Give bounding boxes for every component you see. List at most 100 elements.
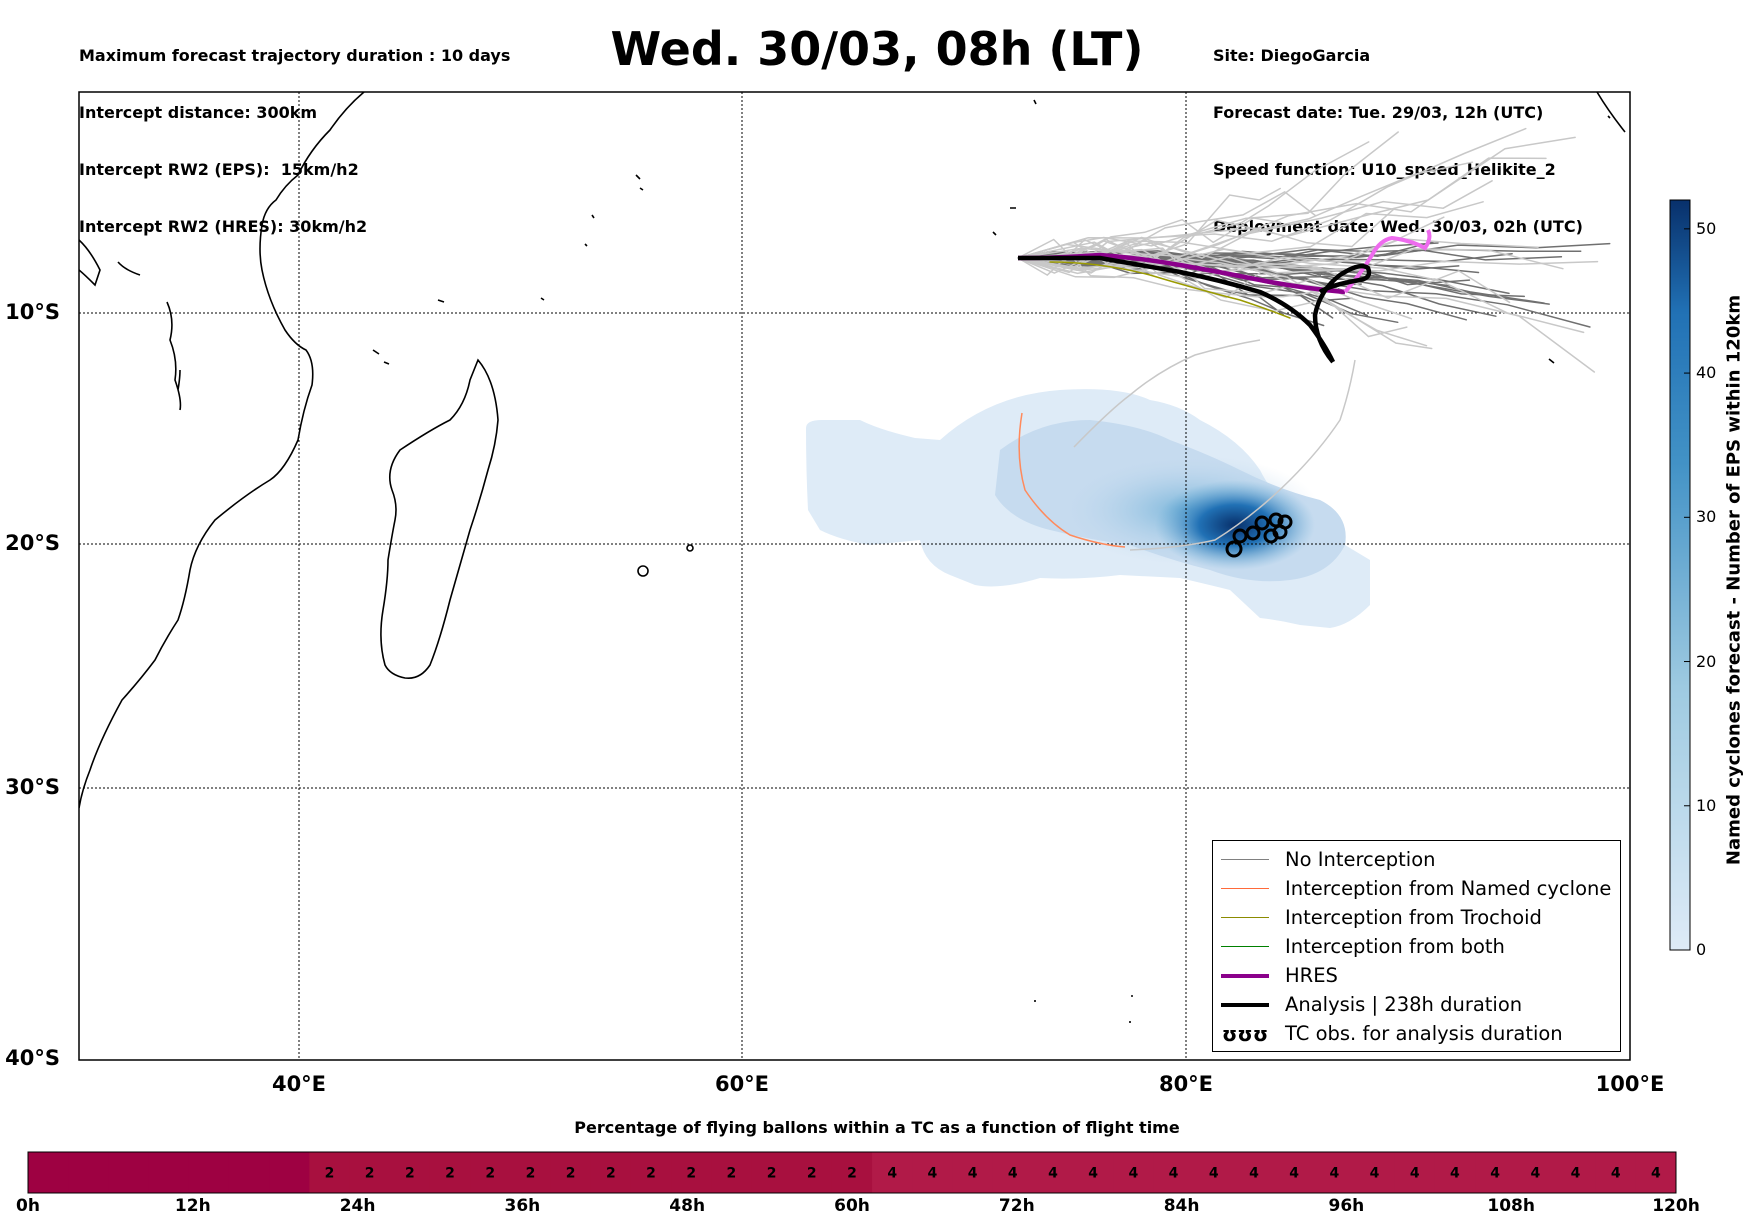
flight-bar-value: 2 [325,1166,335,1182]
flight-bar-value: 4 [887,1166,897,1182]
madagascar-coastline [380,358,499,680]
eps-track [1017,131,1399,259]
eps-track [1017,241,1428,347]
legend-swatch [1221,946,1269,947]
flight-bar-hour-label: 24h [339,1196,376,1216]
flight-bar-value: 4 [1370,1166,1380,1182]
flight-bar-hour-label: 72h [998,1196,1035,1216]
flight-bar-cell [711,1152,753,1193]
flight-bar-cell [1032,1152,1074,1193]
lon-label-100e: 100°E [1595,1072,1665,1096]
flight-bar-cell [188,1152,230,1193]
legend-obs-symbol: ʊʊʊ [1221,1021,1269,1046]
eps-track [1017,161,1474,259]
legend-label: TC obs. for analysis duration [1285,1022,1563,1045]
flight-bar-hour-label: 48h [669,1196,706,1216]
legend-swatch [1221,917,1269,918]
flight-bar-value: 4 [1611,1166,1621,1182]
flight-bar-cell [630,1152,672,1193]
flight-bar-title: Percentage of flying ballons within a TC… [574,1118,1180,1137]
tc-obs-marker [1225,540,1243,558]
flight-bar-value: 4 [1128,1166,1138,1182]
legend-item: HRES [1221,961,1338,990]
africa-coastline [79,92,365,809]
eps-track [1017,127,1527,259]
colorbar-tick-label: 30 [1696,507,1717,527]
flight-bar-cell [510,1152,552,1193]
flight-bar-hour-label: 120h [1652,1196,1700,1216]
legend-item: Interception from Named cyclone [1221,874,1611,903]
lat-label-30s: 30°S [5,775,60,799]
flight-bar-value: 2 [646,1166,656,1182]
island-reunion [686,544,694,552]
flight-bar-cell [470,1152,511,1193]
colorbar-tick-label: 0 [1696,940,1707,959]
flight-bar-value: 2 [767,1166,777,1182]
flight-bar-cell [912,1152,953,1193]
track-no-interception-south [1129,359,1356,551]
flight-bar-cell [1515,1152,1556,1193]
lon-label-40e: 40°E [271,1072,327,1096]
flight-bar-cell [1233,1152,1275,1193]
legend-item: ʊʊʊ TC obs. for analysis duration [1221,1019,1563,1048]
flight-bar-cell [68,1152,109,1193]
header-right-line-2: Forecast date: Tue. 29/03, 12h (UTC) [1213,103,1544,122]
coastlines [79,92,1626,1023]
flight-bar-value: 2 [405,1166,415,1182]
flight-bar-value: 2 [485,1166,495,1182]
flight-bar-frame [27,1151,1677,1194]
flight-bar-value: 4 [1169,1166,1179,1182]
eps-track [1017,252,1596,373]
legend-label: Analysis | 238h duration [1285,993,1523,1016]
lat-label-40s: 40°S [5,1046,60,1070]
flight-bar-value: 4 [1249,1166,1259,1182]
header-right-line-1: Site: DiegoGarcia [1213,46,1371,65]
flight-bar-cell [1274,1152,1315,1193]
legend-swatch [1221,973,1269,978]
islands-seychelles [372,92,1626,1023]
flight-bar-value: 2 [686,1166,696,1182]
flight-bar-value: 4 [1571,1166,1581,1182]
flight-bar-value: 2 [727,1166,737,1182]
flight-bar-cell [349,1152,391,1193]
legend-item: Interception from Trochoid [1221,903,1542,932]
flight-bar-cell [429,1152,471,1193]
tc-obs-marker [1277,514,1293,530]
flight-bar-hour-label: 36h [504,1196,541,1216]
header-left-line-2: Intercept distance: 300km [79,103,318,122]
lat-label-20s: 20°S [5,531,60,555]
map-title: Wed. 30/03, 08h (LT) [610,22,1144,76]
legend-label: Interception from both [1285,935,1505,958]
flight-bar-cell [992,1152,1034,1193]
legend-label: Interception from Trochoid [1285,906,1542,929]
colorbar-tick-label: 50 [1696,218,1717,238]
density-colorbar [1669,199,1691,951]
flight-bar-value: 4 [1008,1166,1018,1182]
track-no-interception-arc [1073,339,1261,448]
flight-bar-cell [1555,1152,1597,1193]
lat-label-10s: 10°S [5,300,60,324]
flight-bar-hour-label: 0h [16,1196,40,1216]
legend-label: No Interception [1285,848,1436,871]
density-core [1155,480,1315,570]
flight-bar-value: 4 [1410,1166,1420,1182]
colorbar-tick-label: 20 [1696,651,1717,671]
flight-bar-cell [671,1152,712,1193]
flight-bar-value: 4 [1530,1166,1540,1182]
eps-track [1017,217,1282,259]
track-trochoid-interception [1049,261,1291,319]
legend-label: HRES [1285,964,1338,987]
legend-item: Analysis | 238h duration [1221,990,1522,1019]
legend-item: Interception from both [1221,932,1505,961]
flight-bar-value: 2 [526,1166,536,1182]
tc-obs-marker [1254,515,1270,531]
flight-bar-hour-label: 108h [1487,1196,1535,1216]
flight-bar-value: 2 [445,1166,455,1182]
eps-trajectories [1017,127,1611,373]
legend-swatch [1221,859,1269,860]
tc-observations [1225,512,1293,558]
track-analysis [1017,255,1372,364]
flight-bar-value: 4 [1048,1166,1058,1182]
flight-bar-cell [1073,1152,1114,1193]
flight-bar-cell [952,1152,994,1193]
